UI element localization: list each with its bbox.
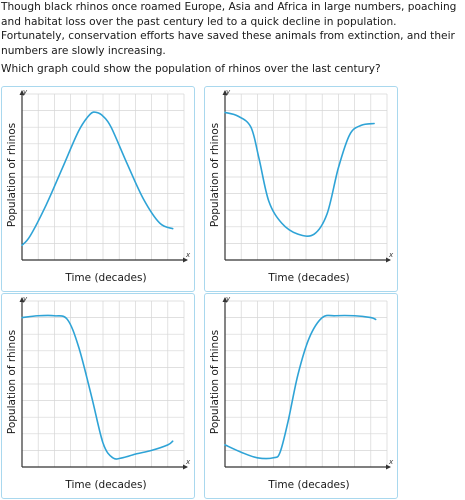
population-curve [224, 111, 375, 237]
question-text: Which graph could show the population of… [1, 63, 381, 75]
answer-option-1[interactable]: Population of rhinos y x Time (decades) [1, 86, 195, 292]
x-axis-arrow [183, 464, 188, 470]
y-axis-arrow [19, 297, 25, 302]
x-axis-letter: x [389, 458, 394, 466]
population-curve [21, 111, 174, 247]
answer-option-4[interactable]: Population of rhinos y x Time (decades) [204, 293, 398, 499]
y-axis-label: Population of rhinos [209, 329, 221, 435]
population-curve [224, 314, 377, 460]
y-axis-letter: y [226, 295, 231, 303]
answer-option-3[interactable]: Population of rhinos y x Time (decades) [1, 293, 195, 499]
y-axis-label: Population of rhinos [6, 329, 18, 435]
x-axis-label: Time (decades) [268, 479, 350, 491]
x-axis-label: Time (decades) [268, 272, 350, 284]
y-axis-arrow [222, 297, 228, 302]
x-axis-label: Time (decades) [65, 272, 147, 284]
y-axis-arrow [222, 90, 228, 95]
population-curve [21, 314, 174, 460]
y-axis-letter: y [226, 88, 231, 96]
chart-svg [222, 297, 391, 470]
chart-svg [19, 297, 188, 470]
grid [22, 300, 185, 467]
x-axis-label: Time (decades) [65, 479, 147, 491]
y-axis-letter: y [23, 295, 28, 303]
y-axis-label: Population of rhinos [209, 122, 221, 228]
y-axis-label: Population of rhinos [6, 122, 18, 228]
grid [225, 93, 388, 260]
chart-svg [19, 90, 188, 263]
y-axis-arrow [19, 90, 25, 95]
x-axis-letter: x [186, 251, 191, 259]
x-axis-arrow [183, 257, 188, 263]
chart-svg [222, 90, 391, 263]
passage-text: Though black rhinos once roamed Europe, … [1, 1, 457, 57]
y-axis-letter: y [23, 88, 28, 96]
x-axis-arrow [386, 464, 391, 470]
x-axis-letter: x [186, 458, 191, 466]
x-axis-letter: x [389, 251, 394, 259]
answer-option-2[interactable]: Population of rhinos y x Time (decades) [204, 86, 398, 292]
grid [22, 93, 185, 260]
grid [225, 300, 388, 467]
x-axis-arrow [386, 257, 391, 263]
